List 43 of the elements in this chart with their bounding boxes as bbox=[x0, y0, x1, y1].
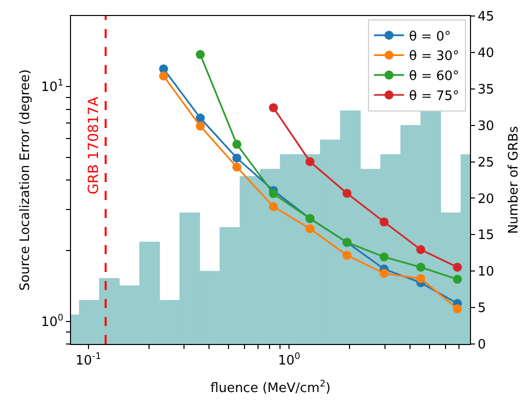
y2-tick-label: 0 bbox=[478, 338, 486, 353]
point bbox=[342, 250, 352, 260]
point bbox=[196, 50, 205, 60]
point bbox=[232, 140, 242, 149]
point bbox=[196, 114, 205, 122]
y2-tick-label: 35 bbox=[478, 82, 494, 98]
point bbox=[342, 188, 352, 198]
x-axis-title: fluence (MeV/cm$^{2}$) bbox=[210, 380, 331, 396]
point bbox=[380, 217, 389, 226]
point bbox=[268, 202, 278, 212]
point bbox=[380, 252, 389, 262]
point bbox=[416, 274, 426, 284]
legend-label: θ = 30° bbox=[409, 49, 460, 64]
point bbox=[380, 268, 389, 278]
y2-axis-title: Number of GRBs bbox=[506, 126, 522, 234]
legend-label: θ = 0° bbox=[409, 29, 451, 44]
point bbox=[306, 157, 315, 166]
point bbox=[452, 304, 462, 314]
point bbox=[416, 245, 426, 254]
point bbox=[232, 154, 242, 163]
point bbox=[452, 262, 462, 272]
y-tick-label: 10$^{1}$ bbox=[41, 78, 64, 96]
legend-label: θ = 75° bbox=[409, 89, 460, 104]
y2-tick-label: 10 bbox=[478, 264, 494, 280]
y2-tick-label: 40 bbox=[478, 46, 494, 61]
y2-tick-label: 30 bbox=[478, 118, 494, 134]
x-tick-label: 10$^{-1}$ bbox=[75, 352, 102, 369]
point bbox=[306, 224, 315, 234]
point bbox=[196, 122, 205, 131]
point bbox=[452, 274, 462, 284]
y2-tick-label: 25 bbox=[478, 155, 494, 170]
point bbox=[232, 162, 242, 172]
point bbox=[268, 103, 278, 112]
ref-line-label: GRB 170817A bbox=[86, 96, 102, 194]
y2-tick-label: 20 bbox=[478, 192, 494, 207]
point bbox=[159, 72, 168, 80]
y-axis-title: Source Localization Error (degree) bbox=[18, 69, 34, 291]
y2-tick-label: 5 bbox=[478, 301, 486, 316]
y2-tick-label: 15 bbox=[478, 228, 494, 244]
point bbox=[268, 189, 278, 198]
point bbox=[416, 262, 426, 272]
legend-label: θ = 60° bbox=[409, 69, 460, 84]
y2-tick-label: 45 bbox=[478, 10, 494, 25]
